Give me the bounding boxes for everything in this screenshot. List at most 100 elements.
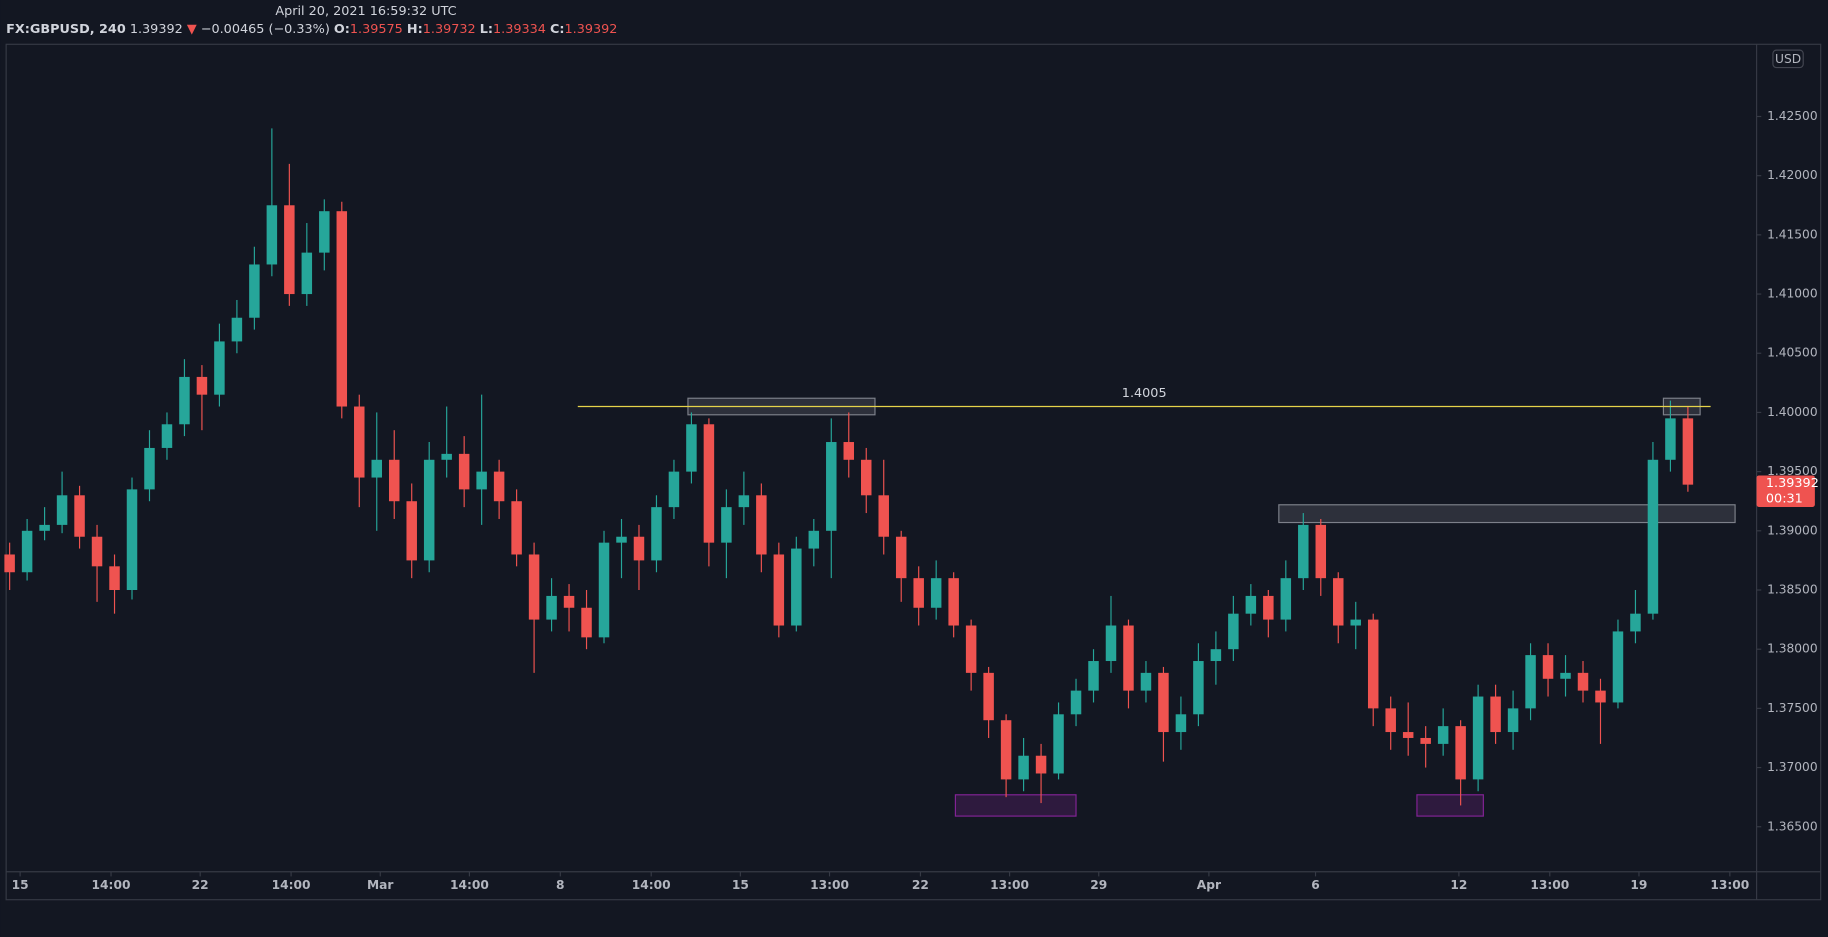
ohlc-label: H: — [407, 22, 423, 37]
candle-body — [266, 205, 278, 265]
candle-body — [756, 495, 767, 555]
last-price: 1.39392 — [130, 22, 183, 37]
ohlc-label: C: — [550, 22, 565, 37]
candle-body — [354, 406, 365, 478]
candle-body — [371, 459, 382, 478]
candle-body — [56, 495, 68, 525]
candle-body — [1350, 619, 1361, 626]
candle-body — [773, 554, 785, 626]
candle-body — [406, 501, 417, 561]
candle-body — [249, 264, 260, 318]
candle-body — [1000, 720, 1012, 780]
y-tick-label: 1.38000 — [1767, 642, 1818, 656]
x-tick-label: Apr — [1197, 878, 1221, 892]
candle-body — [1140, 672, 1152, 691]
x-tick-label: 15 — [12, 878, 29, 892]
candle-body — [721, 507, 732, 543]
candle-body — [196, 376, 208, 395]
candle-body — [1315, 524, 1327, 579]
candle-body — [965, 625, 977, 673]
candle-body — [91, 536, 103, 567]
candle-body — [983, 672, 994, 721]
candle-body — [528, 554, 540, 620]
x-tick-label: 8 — [556, 878, 565, 892]
zone — [1416, 794, 1484, 817]
x-tick-label: 14:00 — [92, 878, 131, 892]
candle-body — [423, 459, 435, 561]
candle-body — [808, 530, 820, 549]
candle-body — [616, 536, 627, 543]
candle-body — [1245, 595, 1257, 614]
currency[interactable]: USD — [1775, 52, 1801, 66]
candle-body — [686, 424, 697, 472]
x-tick-label: 22 — [912, 878, 929, 892]
ohlc-value: 1.39334 — [493, 22, 546, 37]
legend: FX:GBPUSD, 240 1.39392 ▼ −0.00465 (−0.33… — [6, 22, 617, 37]
price-tag-value: 1.39392 — [1766, 476, 1819, 491]
candle-body — [1630, 613, 1641, 632]
candle-body — [1665, 418, 1676, 460]
candle-body — [1175, 714, 1187, 733]
candle-body — [1420, 737, 1431, 744]
candle-body — [161, 424, 173, 448]
x-tick-label: 19 — [1630, 878, 1647, 892]
x-tick-label: 12 — [1450, 878, 1467, 892]
candle-body — [1647, 459, 1659, 614]
candle-body — [1542, 655, 1554, 679]
candle-body — [1333, 578, 1344, 626]
y-tick-label: 1.39000 — [1767, 523, 1818, 537]
change: −0.00465 (−0.33%) — [201, 22, 330, 37]
timestamp: April 20, 2021 16:59:32 UTC — [275, 4, 456, 19]
y-tick-label: 1.41000 — [1767, 287, 1818, 301]
x-tick-label: Mar — [367, 878, 393, 892]
candle-body — [1035, 755, 1047, 774]
y-tick-label: 1.39500 — [1767, 464, 1818, 478]
candle-body — [1595, 690, 1606, 703]
y-tick-label: 1.42000 — [1767, 168, 1818, 182]
x-tick-label: 29 — [1090, 878, 1107, 892]
candle-body — [1280, 578, 1292, 620]
candle-body — [895, 536, 907, 579]
candle-body — [791, 548, 802, 626]
candle-body — [546, 595, 557, 620]
y-tick-label: 1.38500 — [1767, 583, 1818, 597]
candle-body — [861, 459, 872, 496]
frame — [5, 43, 1822, 901]
candle-body — [1402, 732, 1414, 738]
candle-body — [1367, 619, 1379, 709]
y-tick-label: 1.41500 — [1767, 227, 1818, 241]
candle-body — [1210, 649, 1222, 662]
candle-body — [948, 578, 959, 626]
x-tick-label: 13:00 — [990, 878, 1029, 892]
candle-body — [319, 211, 330, 253]
candle-body — [1158, 672, 1169, 733]
candle-body — [231, 317, 243, 342]
candle-body — [284, 205, 295, 295]
candle-body — [458, 453, 470, 490]
candle-body — [1088, 661, 1099, 691]
candle-body — [843, 442, 855, 460]
candle-body — [476, 471, 487, 490]
ohlc-value: 1.39392 — [565, 22, 618, 37]
candle-body — [4, 554, 15, 573]
zone — [954, 794, 1077, 817]
candle-body — [336, 211, 348, 407]
x-tick-label: 14:00 — [632, 878, 671, 892]
x-tick-label: 13:00 — [1710, 878, 1749, 892]
x-tick-label: 13:00 — [810, 878, 849, 892]
currency-button[interactable] — [1772, 49, 1804, 69]
candle-body — [1525, 655, 1536, 709]
symbol: FX:GBPUSD, 240 — [6, 22, 126, 37]
candle-body — [144, 447, 155, 490]
candle-body — [511, 501, 522, 555]
countdown: 00:31 — [1766, 491, 1803, 506]
ohlc-label: O: — [334, 22, 350, 37]
y-tick-label: 1.40000 — [1767, 405, 1818, 419]
candle-body — [1263, 595, 1274, 620]
candle-body — [1507, 708, 1519, 733]
zone — [1278, 504, 1736, 524]
y-tick-label: 1.36500 — [1767, 819, 1818, 833]
candle-body — [1193, 661, 1204, 715]
